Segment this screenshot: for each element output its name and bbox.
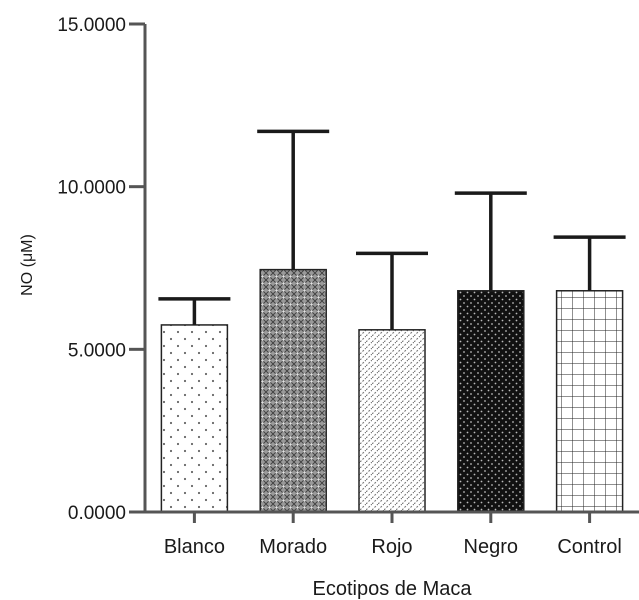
bar [457,290,525,513]
y-tick-label: 15.0000 [57,15,126,36]
bar [555,290,624,513]
y-tick-label: 5.0000 [68,340,126,361]
y-axis-title: NO (μM) [19,234,36,296]
y-tick-label: 0.0000 [68,503,126,524]
y-ticks: 0.0000 5.0000 10.0000 15.0000 [57,15,145,524]
x-tick-label: Blanco [164,536,225,558]
x-ticks: Blanco Morado Rojo Negro Control [164,512,622,558]
x-axis-title: Ecotipos de Maca [313,578,473,600]
bar [358,329,426,513]
x-tick-label: Control [557,536,621,558]
x-tick-label: Negro [464,536,518,558]
bar [160,324,229,513]
y-tick-label: 10.0000 [57,178,126,199]
error-bars-layer [158,129,626,330]
x-tick-label: Rojo [371,536,412,558]
bar [259,268,327,513]
x-tick-label: Morado [259,536,327,558]
